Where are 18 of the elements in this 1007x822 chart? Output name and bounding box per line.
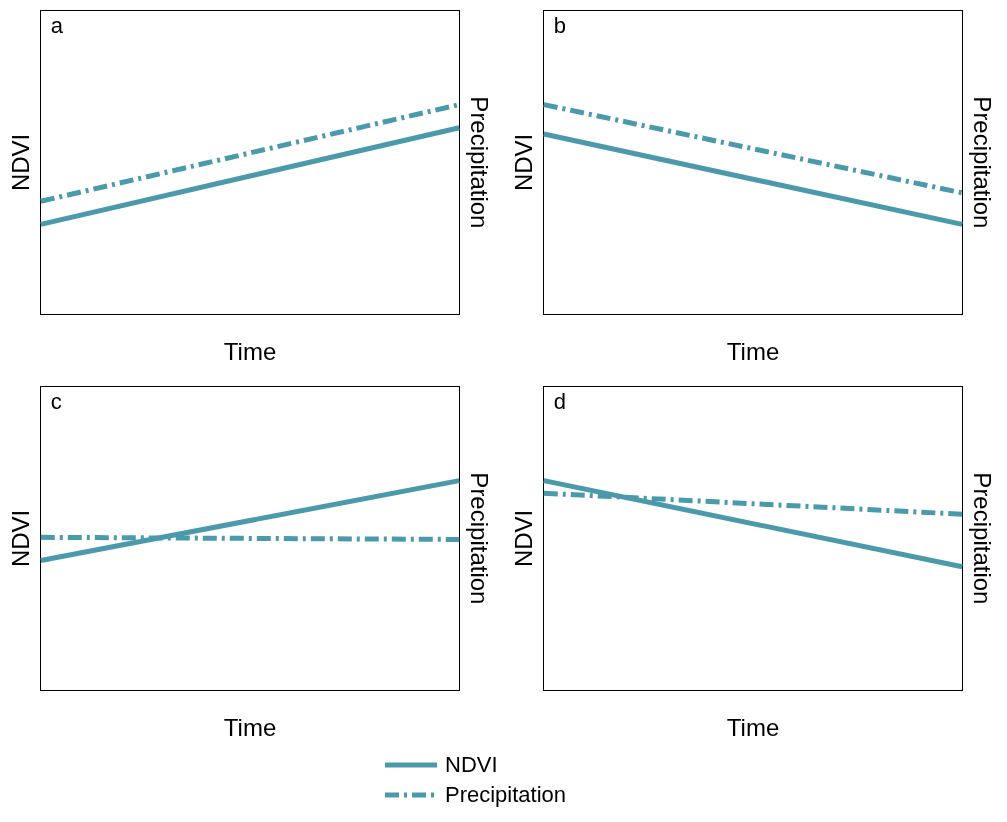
chart-title: d <box>553 389 567 415</box>
y2-axis-title: Precipitation <box>968 472 996 605</box>
y-axis-title: NDVI <box>510 133 538 192</box>
chart-title: c <box>50 389 62 415</box>
y-axis-title: NDVI <box>7 133 35 192</box>
legend-label: NDVI <box>445 752 498 778</box>
x-axis-title: Time <box>726 714 780 742</box>
y-axis-title: NDVI <box>510 509 538 568</box>
chart-title: b <box>553 13 567 39</box>
y2-axis-title: Precipitation <box>968 96 996 229</box>
y2-axis-title: Precipitation <box>465 472 493 605</box>
y2-axis-title: Precipitation <box>465 96 493 229</box>
x-axis-title: Time <box>726 338 780 366</box>
chart-title: a <box>50 13 64 39</box>
legend-label: Precipitation <box>445 782 567 808</box>
x-axis-title: Time <box>223 338 277 366</box>
x-axis-title: Time <box>223 714 277 742</box>
y-axis-title: NDVI <box>7 509 35 568</box>
